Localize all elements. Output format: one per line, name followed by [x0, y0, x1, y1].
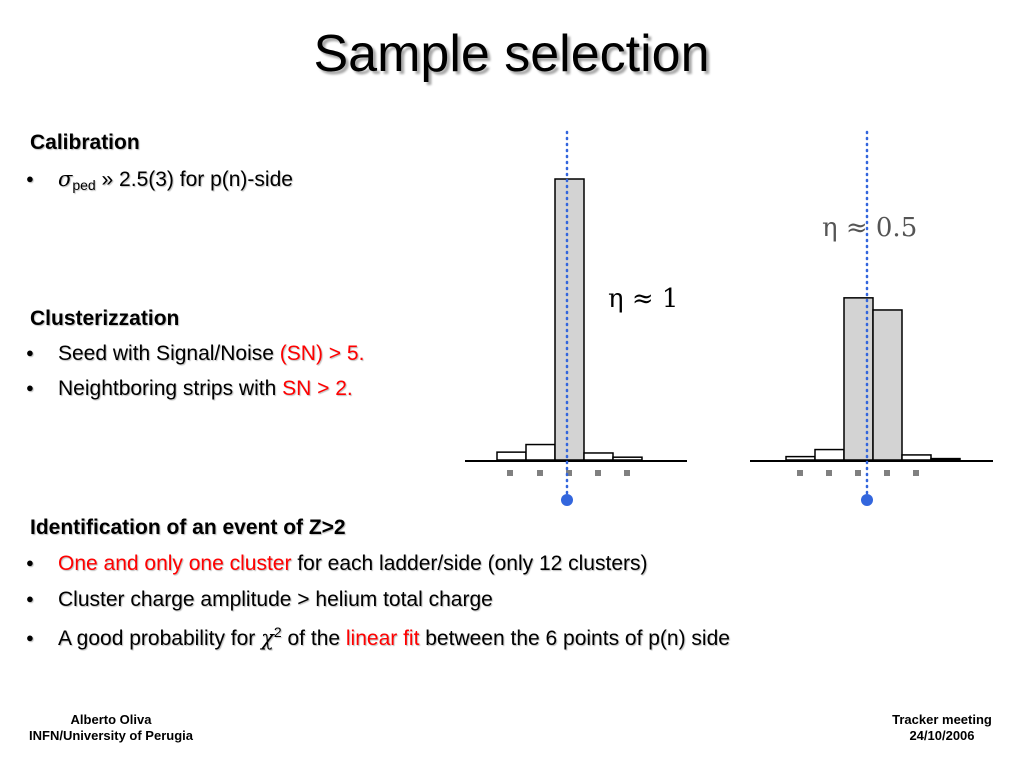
left-strip-marker-5 [624, 470, 630, 476]
left-bar-5 [612, 456, 643, 461]
linear-fit-text: linear fit [345, 627, 420, 650]
eta-label-left: η ≈ 1 [608, 284, 678, 314]
bullet-icon: ● [26, 380, 34, 395]
left-strip-marker-4 [595, 470, 601, 476]
neighbor-threshold: SN > 2. [282, 377, 353, 400]
footer-author: Alberto Oliva INFN/University of Perugia [0, 712, 222, 744]
right-bar-6 [930, 457, 961, 461]
right-bar-5 [901, 454, 932, 461]
author-affiliation: INFN/University of Perugia [29, 728, 193, 743]
footer-meeting: Tracker meeting 24/10/2006 [862, 712, 1022, 744]
chi-superscript: 2 [273, 624, 282, 640]
left-bar-4 [583, 452, 614, 461]
right-histogram: η ≈ 0.5 [750, 130, 993, 506]
bullet-icon: ● [26, 345, 34, 360]
right-bar-4 [872, 309, 903, 461]
calibration-item-text: » 2.5(3) for p(n)-side [95, 168, 293, 191]
right-strip-marker-1 [797, 470, 803, 476]
sigma-symbol: σ [58, 167, 73, 191]
chi2-prefix: A good probability for [58, 627, 262, 650]
identification-item-charge: ● Cluster charge amplitude > helium total… [26, 588, 493, 612]
left-strip-marker-2 [537, 470, 543, 476]
identification-heading: Identification of an event of Z>2 [30, 516, 346, 539]
right-bar-1 [785, 455, 816, 461]
seed-text: Seed with Signal/Noise [58, 342, 280, 365]
right-impact-point [861, 494, 873, 506]
slide-title: Sample selection [313, 25, 710, 83]
chi2-rest: between the 6 points of p(n) side [419, 627, 730, 650]
one-cluster-rest: for each ladder/side (only 12 clusters) [291, 552, 648, 575]
right-strip-marker-5 [913, 470, 919, 476]
eta-label-right: η ≈ 0.5 [822, 213, 917, 243]
calibration-item: ● σped » 2.5(3) for p(n)-side [26, 167, 293, 193]
clusterization-heading: Clusterizzation [30, 307, 180, 330]
right-strip-marker-2 [826, 470, 832, 476]
neighbor-text: Neightboring strips with [58, 377, 283, 400]
chi2-mid: of the [281, 627, 346, 650]
chi-symbol: χ [261, 626, 274, 650]
one-cluster-text: One and only one cluster [58, 552, 292, 575]
clusterization-item-seed: ● Seed with Signal/Noise (SN) > 5. [26, 342, 364, 366]
clusterization-item-neighbors: ● Neightboring strips with SN > 2. [26, 377, 353, 401]
meeting-date: 24/10/2006 [909, 728, 975, 743]
charge-text: Cluster charge amplitude > helium total … [58, 588, 493, 611]
bullet-icon: ● [26, 171, 34, 186]
sigma-subscript: ped [72, 177, 96, 193]
meeting-name: Tracker meeting [892, 712, 992, 727]
left-bar-2 [525, 443, 556, 461]
seed-threshold: (SN) > 5. [279, 342, 365, 365]
bullet-icon: ● [26, 555, 34, 570]
right-strip-marker-4 [884, 470, 890, 476]
identification-item-chi2: ● A good probability for χ2 of the linear… [26, 624, 730, 651]
identification-item-cluster: ● One and only one cluster for each ladde… [26, 552, 648, 576]
left-bar-3 [554, 178, 585, 461]
right-strip-marker-3 [855, 470, 861, 476]
bullet-icon: ● [26, 630, 34, 645]
left-bar-1 [496, 451, 527, 461]
left-strip-marker-3 [566, 470, 572, 476]
left-strip-marker-1 [507, 470, 513, 476]
author-name: Alberto Oliva [70, 712, 152, 727]
left-impact-point [561, 494, 573, 506]
calibration-heading: Calibration [30, 131, 140, 154]
right-bar-3 [843, 297, 874, 461]
bullet-icon: ● [26, 591, 34, 606]
left-histogram: η ≈ 1 [465, 130, 687, 506]
right-bar-2 [814, 448, 845, 461]
